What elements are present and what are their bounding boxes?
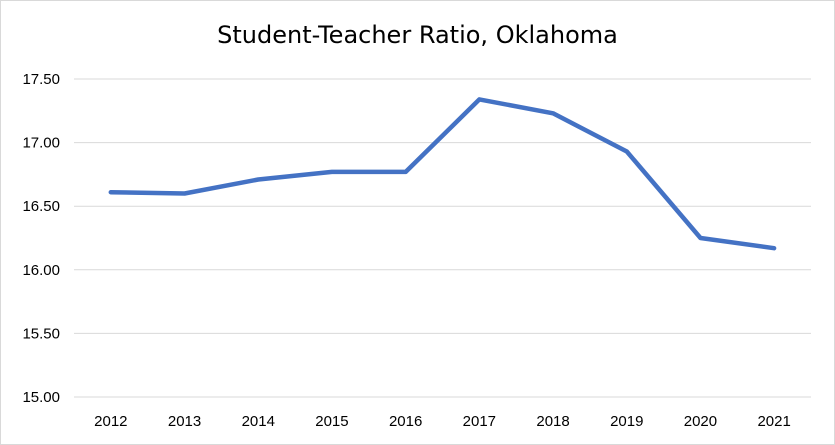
y-tick-label: 16.00 (22, 262, 60, 279)
x-tick-label: 2020 (684, 413, 717, 430)
x-tick-label: 2016 (389, 413, 422, 430)
y-tick-label: 17.50 (22, 71, 60, 88)
series-line (108, 97, 777, 251)
y-tick-label: 17.00 (22, 135, 60, 152)
y-tick-label: 15.00 (22, 389, 60, 406)
x-tick-label: 2013 (168, 413, 201, 430)
y-tick-label: 16.50 (22, 198, 60, 215)
x-tick-label: 2014 (242, 413, 275, 430)
x-tick-label: 2015 (315, 413, 348, 430)
x-tick-label: 2019 (610, 413, 643, 430)
x-tick-label: 2017 (463, 413, 496, 430)
x-tick-label: 2012 (94, 413, 127, 430)
x-tick-label: 2018 (536, 413, 569, 430)
chart-title: Student-Teacher Ratio, Oklahoma (217, 21, 618, 49)
x-tick-label: 2021 (757, 413, 790, 430)
y-tick-label: 15.50 (22, 325, 60, 342)
